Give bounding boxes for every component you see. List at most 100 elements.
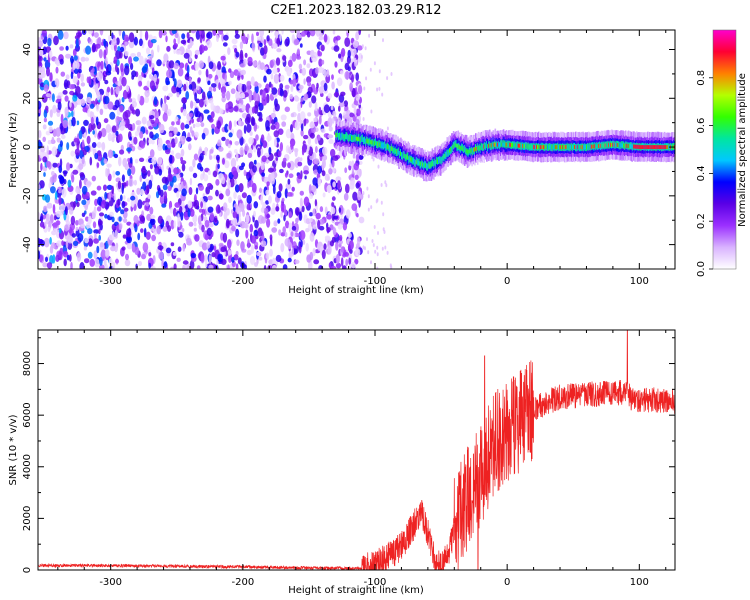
spectrogram-cell <box>346 109 351 118</box>
spectrogram-cell <box>201 132 206 140</box>
spectrogram-cell <box>266 135 272 142</box>
spectrogram-band-core <box>592 144 595 149</box>
spectrogram-cell <box>254 100 259 109</box>
spectrogram-band-core <box>542 145 545 150</box>
spectrogram-cell <box>284 84 290 89</box>
spectrogram-cell <box>73 138 80 143</box>
spectrogram-cell <box>146 120 152 127</box>
spectrogram-cell <box>345 30 349 33</box>
spectrogram-cell <box>253 159 257 165</box>
spectrogram-cell <box>167 185 172 192</box>
spectrogram-cell <box>63 171 67 177</box>
spectrogram-band-core <box>450 147 452 152</box>
spectrogram-cell <box>219 193 224 200</box>
spectrogram-band-core <box>514 143 517 148</box>
spectrogram-cell <box>215 179 220 186</box>
spectrogram-cell <box>87 30 94 35</box>
spectrogram-band-core <box>337 133 339 138</box>
spectrogram-cell <box>318 86 324 94</box>
spectrogram-cell <box>312 70 316 78</box>
spectrogram-cell <box>80 82 86 87</box>
colorbar-ticks: 0.00.20.40.60.8 <box>696 70 713 277</box>
spectrogram-band-core <box>367 139 370 144</box>
spectrogram-cell <box>309 212 313 217</box>
spectrogram-cell <box>304 175 307 180</box>
spectrogram-cell <box>330 207 336 215</box>
spectrogram-cell <box>268 167 274 173</box>
spectrogram-band-core <box>395 149 398 154</box>
spectrogram-band-core <box>440 157 443 162</box>
spectrogram-cell <box>247 56 253 64</box>
spectrogram-cell <box>193 227 197 232</box>
spectrogram-cell <box>380 183 383 187</box>
spectrogram-cell <box>180 211 184 221</box>
spectrogram-cell <box>96 162 100 169</box>
spectrogram-xtick-label: 100 <box>630 276 649 287</box>
spectrogram-cell <box>108 257 113 267</box>
spectrogram-band-core <box>402 152 404 157</box>
spectrogram-cell <box>152 266 156 269</box>
spectrogram-cell <box>241 104 246 112</box>
spectrogram-cell <box>196 85 200 91</box>
spectrogram-cell <box>93 128 98 138</box>
spectrogram-band-core <box>509 142 511 147</box>
spectrogram-cell <box>280 211 283 218</box>
spectrogram-cell <box>209 155 213 160</box>
spectrogram-cell <box>319 218 325 225</box>
spectrogram-cell <box>171 30 177 35</box>
spectrogram-cell <box>206 241 211 249</box>
spectrogram-cell <box>205 260 208 268</box>
spectrogram-band-core <box>562 145 564 150</box>
spectrogram-band-core <box>477 146 480 151</box>
spectrogram-cell <box>124 163 129 171</box>
spectrogram-cell <box>149 131 154 139</box>
spectrogram-cell <box>238 118 242 127</box>
spectrogram-cell <box>112 170 116 178</box>
spectrogram-cell <box>163 53 169 63</box>
spectrogram-band-core <box>605 143 608 148</box>
spectrogram-band-core <box>484 144 486 149</box>
spectrogram-cell <box>81 212 86 217</box>
spectrogram-cell <box>209 149 214 154</box>
spectrogram-cell <box>154 165 160 175</box>
spectrogram-cell <box>122 111 129 121</box>
spectrogram-cell <box>56 137 61 143</box>
spectrogram-cell <box>172 207 177 217</box>
spectrogram-cell <box>46 202 53 209</box>
spectrogram-cell <box>146 184 150 194</box>
spectrogram-cell <box>66 162 71 171</box>
spectrogram-cell <box>260 194 264 205</box>
spectrogram-cell <box>275 254 282 263</box>
spectrogram-cell <box>386 250 389 255</box>
spectrogram-cell <box>347 66 351 72</box>
spectrogram-cell <box>186 72 190 78</box>
spectrogram-band-core <box>536 145 538 150</box>
spectrogram-cell <box>51 230 57 236</box>
spectrogram-band-core <box>414 159 417 164</box>
spectrogram-cell <box>208 254 212 264</box>
spectrogram-band-core <box>362 137 364 142</box>
spectrogram-cell <box>79 223 86 229</box>
colorbar-tick-label: 0.0 <box>696 261 707 277</box>
spectrogram-band-core <box>608 143 610 147</box>
spectrogram-cell <box>43 57 47 62</box>
spectrogram-cell <box>337 180 341 190</box>
spectrogram-band-core <box>660 145 662 150</box>
spectrogram-cell <box>274 138 278 147</box>
spectrogram-band-core <box>591 144 594 149</box>
spectrogram-cell <box>153 228 158 236</box>
spectrogram-band-core <box>558 145 560 150</box>
spectrogram-cell <box>308 101 312 108</box>
spectrogram-cell <box>150 39 157 44</box>
spectrogram-cell <box>129 136 133 141</box>
spectrogram-cell <box>124 65 130 76</box>
spectrogram-cell <box>338 207 342 213</box>
spectrogram-band-core <box>435 160 437 165</box>
spectrogram-cell <box>51 136 55 144</box>
spectrogram-cell <box>199 116 203 123</box>
spectrogram-band-core <box>377 142 379 146</box>
spectrogram-cell <box>200 122 205 128</box>
spectrogram-band-core <box>638 145 641 149</box>
spectrogram-cell <box>52 222 58 229</box>
spectrogram-x-axis: -300 -200 -100 0 100 <box>57 30 667 287</box>
